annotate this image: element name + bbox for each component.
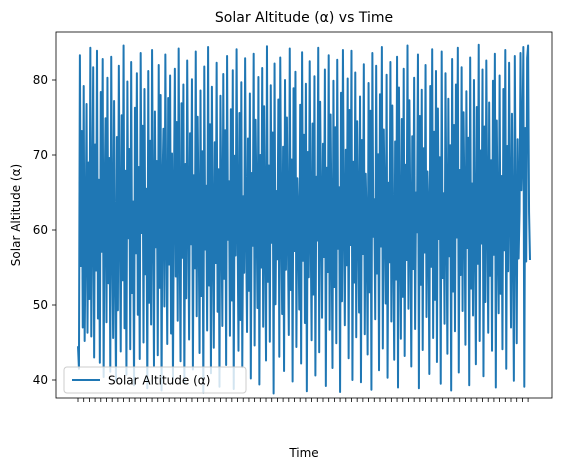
legend: Solar Altitude (α) — [63, 366, 247, 394]
chart-title: Solar Altitude (α) vs Time — [215, 10, 393, 26]
y-tick-label: 50 — [33, 298, 48, 312]
x-axis-label: Time — [288, 446, 318, 460]
y-tick-label: 40 — [33, 373, 48, 387]
plot-frame — [55, 31, 553, 399]
y-axis-label: Solar Altitude (α) — [9, 164, 23, 266]
y-tick-label: 70 — [33, 148, 48, 162]
y-tick-label: 60 — [33, 223, 48, 237]
x-axis — [77, 398, 529, 402]
legend-box — [63, 366, 247, 394]
series-line — [77, 43, 531, 395]
plot-area — [77, 43, 531, 395]
y-tick-label: 80 — [33, 73, 48, 87]
legend-label: Solar Altitude (α) — [108, 374, 210, 388]
y-axis: 40 50 60 70 80 — [33, 73, 56, 387]
